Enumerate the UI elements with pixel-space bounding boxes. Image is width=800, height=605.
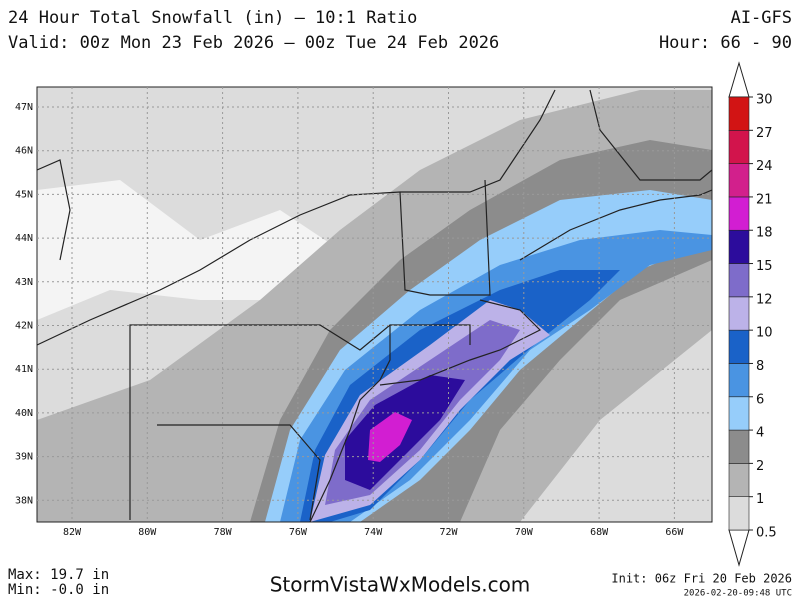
colorbar-segment	[728, 163, 750, 198]
colorbar-label: 6	[756, 392, 764, 407]
lon-label: 70W	[515, 527, 534, 538]
colorbar-segment	[728, 496, 750, 531]
colorbar-label: 10	[756, 326, 773, 341]
colorbar-segment	[728, 196, 750, 231]
lon-label: 78W	[214, 527, 233, 538]
colorbar-label: 18	[756, 226, 773, 241]
colorbar-arrow	[728, 529, 750, 567]
lon-label: 68W	[590, 527, 609, 538]
colorbar-segment	[728, 363, 750, 398]
boundaries	[37, 89, 712, 522]
colorbar-label: 8	[756, 359, 764, 374]
title: 24 Hour Total Snowfall (in) — 10:1 Ratio	[8, 8, 417, 28]
colorbar-label: 4	[756, 426, 764, 441]
lat-label: 41N	[15, 364, 33, 375]
colorbar-segment	[728, 263, 750, 298]
colorbar-segment	[728, 96, 750, 131]
colorbar-label: 12	[756, 292, 773, 307]
valid-time: Valid: 00z Mon 23 Feb 2026 — 00z Tue 24 …	[8, 33, 499, 53]
timestamp: 2026-02-20-09:48 UTC	[684, 589, 792, 599]
colorbar-segment	[728, 396, 750, 431]
max-value: Max: 19.7 in	[8, 567, 109, 583]
site-name: StormVistaWxModels.com	[270, 573, 531, 597]
colorbar-label: 0.5	[756, 526, 777, 541]
colorbar-segment	[728, 429, 750, 464]
grid: 47N 46N 45N 44N 43N 42N 41N 40N 39N 38N 82W 80W 78W 7…	[15, 87, 712, 538]
snow-area	[368, 412, 412, 462]
lat-label: 39N	[15, 452, 33, 463]
colorbar-label: 27	[756, 126, 773, 141]
min-value: Min: -0.0 in	[8, 582, 109, 598]
map-frame	[36, 86, 713, 523]
lon-label: 74W	[364, 527, 383, 538]
colorbar-label: 30	[756, 93, 773, 108]
colorbar-segment	[728, 329, 750, 364]
colorbar-label: 24	[756, 159, 773, 174]
colorbar-segment	[728, 229, 750, 264]
colorbar-label: 15	[756, 259, 773, 274]
lon-label: 80W	[138, 527, 157, 538]
light-area	[37, 180, 340, 320]
model-name: AI-GFS	[731, 8, 792, 28]
lat-label: 43N	[15, 277, 33, 288]
colorbar-segment	[728, 130, 750, 164]
colorbar-label: 1	[756, 492, 764, 507]
colorbar-label: 21	[756, 192, 773, 207]
lat-label: 44N	[15, 233, 33, 244]
lat-label: 42N	[15, 321, 33, 332]
colorbar-arrow	[728, 61, 750, 98]
forecast-hour: Hour: 66 - 90	[659, 33, 792, 53]
lat-label: 38N	[15, 495, 33, 506]
init-time: Init: 06z Fri 20 Feb 2026	[611, 572, 792, 586]
colorbar-segment	[728, 296, 750, 331]
lat-label: 47N	[15, 102, 33, 113]
lon-label: 66W	[665, 527, 684, 538]
lat-label: 40N	[15, 408, 33, 419]
lon-label: 82W	[63, 527, 82, 538]
lat-label: 46N	[15, 146, 33, 157]
colorbar-segment	[728, 463, 750, 497]
lon-label: 72W	[439, 527, 458, 538]
colorbar-label: 2	[756, 459, 764, 474]
map	[37, 87, 712, 522]
lon-label: 76W	[289, 527, 308, 538]
lat-label: 45N	[15, 189, 33, 200]
